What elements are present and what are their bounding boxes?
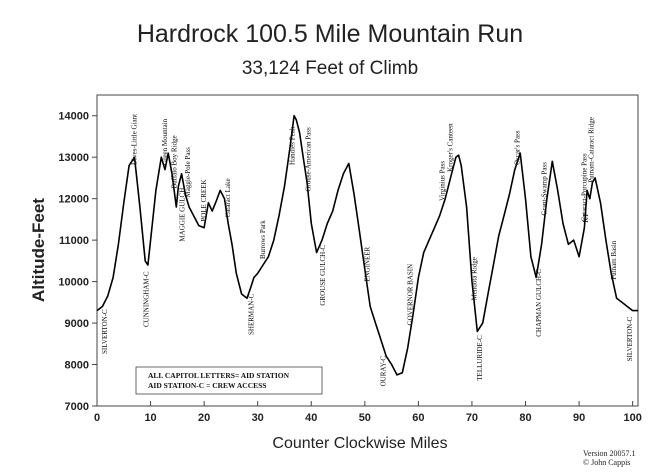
peak-label: POLE CREEK	[200, 179, 208, 221]
x-tick-label: 100	[623, 412, 641, 424]
x-tick-label: 10	[144, 412, 156, 424]
x-tick-label: 70	[466, 412, 478, 424]
peak-label: Virginius Pass	[438, 161, 446, 201]
aid-station-label: KT	[582, 213, 590, 223]
peak-label: Mendota Ridge	[471, 257, 479, 300]
version-note: Version 20057.1 © John Cappis	[583, 449, 635, 467]
plot-frame	[96, 94, 639, 407]
x-tick-label: 50	[359, 412, 371, 424]
peak-label: Putnam Basin	[610, 240, 618, 280]
x-tick-label: 60	[412, 412, 424, 424]
y-tick-label: 10000	[58, 277, 89, 289]
aid-station-label: GROUSE GULCH-C	[319, 244, 327, 305]
peak-label: Oscar's Pass	[514, 130, 522, 165]
y-tick-label: 12000	[58, 194, 89, 206]
peak-label: Dives-Little Giant	[131, 114, 139, 165]
peak-label: Grouse-American Pass	[305, 127, 313, 192]
peak-label: ENGINEER	[364, 246, 372, 281]
y-tick-label: 8000	[65, 360, 89, 372]
peak-label: Burrows Park	[259, 220, 267, 259]
chart-title: Hardrock 100.5 Mile Mountain Run	[136, 20, 524, 48]
legend-line-1: ALL CAPITOL LETTERS= AID STATION	[148, 371, 290, 380]
peak-label: Grant-Swamp Pass	[540, 162, 548, 216]
x-axis-label: Counter Clockwise Miles	[272, 435, 447, 452]
y-tick-label: 11000	[59, 235, 89, 247]
peak-label: Cataract-Porcupine Pass	[580, 153, 588, 222]
aid-station-label: SILVERTON-C	[626, 316, 634, 361]
x-tick-label: 20	[198, 412, 210, 424]
y-tick-label: 7000	[65, 401, 89, 413]
elevation-profile-line	[96, 114, 638, 376]
x-tick-label: 90	[573, 412, 585, 424]
peak-label: Buffalo Boy Ridge	[171, 135, 179, 188]
x-tick-label: 40	[305, 412, 317, 424]
x-axis-ticks: 0 10 20 30 40 50 60 70 80 90 100	[94, 401, 642, 424]
legend-box: ALL CAPITOL LETTERS= AID STATION AID STA…	[135, 366, 323, 395]
peak-annotations: Dives-Little Giant Green Mountain Buffalo …	[101, 114, 634, 387]
peak-label: Maggie-Pole Pass	[184, 147, 192, 198]
y-tick-label: 13000	[58, 152, 89, 164]
aid-station-label: MAGGIE GULCH	[179, 188, 187, 242]
chart-subtitle: 33,124 Feet of Climb	[241, 58, 419, 79]
legend-line-2: AID STATION-C = CREW ACCESS	[148, 381, 266, 390]
peak-label: Cataract Lake	[224, 178, 232, 217]
legend-border	[135, 366, 323, 395]
x-tick-label: 80	[519, 412, 531, 424]
aid-station-label: TELLURIDE-C	[476, 335, 484, 381]
copyright-text: © John Cappis	[583, 458, 631, 467]
y-axis-ticks: 7000 8000 9000 10000 11000 12000 13000 14000	[58, 111, 97, 413]
aid-station-label: OURAY-C	[380, 356, 388, 387]
peak-label: Kroger's Canteen	[447, 123, 455, 172]
peak-label: Green Mountain	[161, 118, 169, 165]
x-tick-label: 30	[252, 412, 264, 424]
x-tick-label: 0	[94, 412, 100, 424]
y-tick-label: 9000	[65, 318, 89, 330]
aid-station-label: CHAPMAN GULCH-C	[535, 269, 543, 337]
aid-station-label: SILVERTON-C	[101, 309, 109, 354]
y-axis-label: Altitude-Feet	[29, 198, 48, 302]
y-tick-label: 14000	[58, 111, 89, 123]
peak-label: Handies Peak	[289, 126, 297, 165]
aid-station-label: SHERMAN-C	[247, 293, 255, 335]
peak-label: Putnam-Cataract Ridge	[587, 117, 595, 183]
peak-label: GOVERNOR BASIN	[406, 264, 414, 326]
aid-station-label: CUNNINGHAM-C	[143, 271, 151, 327]
version-text: Version 20057.1	[583, 449, 636, 458]
